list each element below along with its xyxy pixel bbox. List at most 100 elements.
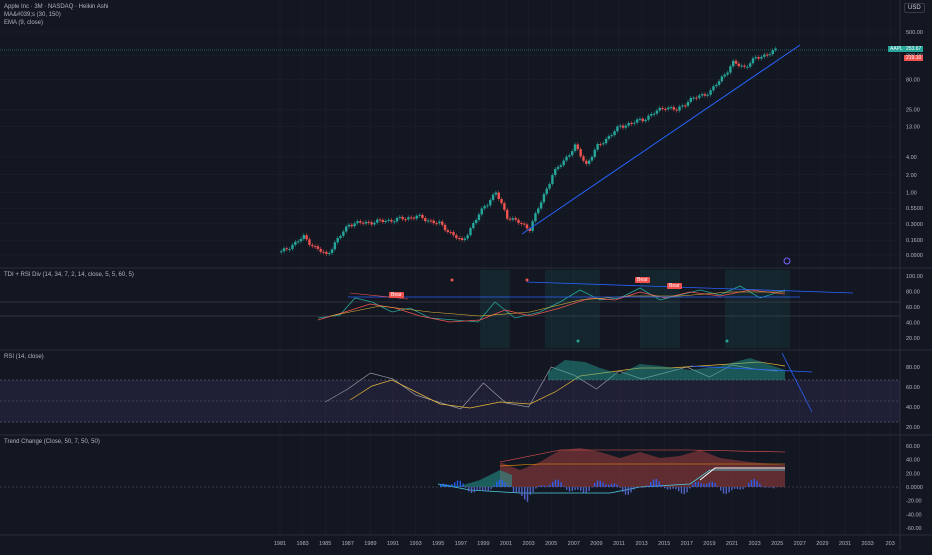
candle-body: [463, 238, 467, 240]
ema-legend[interactable]: EMA (9, close): [4, 20, 44, 26]
trend-bar: [728, 487, 730, 493]
candle-body: [596, 144, 599, 150]
candle-body: [534, 213, 537, 222]
candle-body: [556, 166, 560, 169]
candle-body: [409, 217, 413, 219]
candle-body: [703, 94, 707, 96]
candle-body: [517, 219, 520, 224]
candle-body: [514, 218, 517, 220]
candle-body: [726, 72, 729, 75]
candle-body: [616, 126, 619, 132]
candle-body: [627, 123, 630, 126]
candle-body: [565, 156, 568, 161]
rsi-label[interactable]: RSI (14, close): [4, 354, 44, 360]
trend-bar: [697, 481, 699, 487]
x-tick-label: 2017: [681, 541, 693, 547]
candle-body: [720, 76, 724, 82]
candle-body: [407, 217, 410, 220]
tdi-div-line-2: [526, 281, 854, 294]
candle-body: [573, 144, 577, 152]
candle-body: [491, 194, 495, 200]
candle-body: [698, 95, 701, 98]
x-tick-label: 2009: [590, 541, 602, 547]
candle-body: [508, 218, 512, 220]
price-tick-label: 0.1600: [906, 238, 923, 244]
rsi-pane[interactable]: [0, 352, 900, 423]
symbol-tag: AAPL: [888, 46, 905, 52]
candle-body: [658, 107, 661, 111]
trend-bar: [770, 487, 772, 488]
candle-body: [350, 224, 354, 227]
alert-icon[interactable]: [783, 257, 791, 265]
candle-body: [477, 214, 481, 220]
trend-bar: [703, 484, 705, 487]
candle-body: [542, 194, 546, 203]
candle-body: [291, 244, 294, 250]
candle-body: [621, 125, 625, 128]
candle-body: [599, 144, 602, 146]
candle-body: [520, 223, 523, 225]
price-pane[interactable]: [0, 44, 900, 265]
candle-body: [381, 220, 385, 223]
candle-body: [678, 106, 681, 111]
candles-group: [280, 46, 777, 257]
price-trendline[interactable]: [521, 44, 801, 235]
trend-bar: [647, 485, 649, 487]
price-tick-label: 4.00: [906, 155, 917, 161]
trend-label[interactable]: Trend Change (Close, 50, 7, 50, 50): [4, 439, 100, 445]
ma-legend[interactable]: MA&#039;s (30, 150): [4, 12, 61, 18]
rsi-ma-line: [349, 361, 786, 409]
candle-body: [424, 218, 427, 222]
trend-bar: [613, 483, 615, 487]
candle-body: [455, 235, 458, 239]
tdi-zone-4: [725, 270, 790, 348]
rsi-tick-label: 60.00: [906, 385, 920, 391]
trend-bar: [655, 478, 657, 487]
trend-bar: [476, 487, 478, 491]
trend-bar: [588, 487, 590, 491]
candle-body: [650, 113, 653, 116]
candle-body: [438, 221, 441, 224]
trend-bar: [459, 480, 461, 487]
price-tick-label: 2.00: [906, 173, 917, 179]
candle-body: [500, 198, 503, 204]
candle-body: [590, 156, 594, 161]
x-tick-label: 2011: [613, 541, 625, 547]
trend-pane[interactable]: [0, 448, 900, 502]
x-tick-label: 1993: [409, 541, 421, 547]
candle-body: [305, 235, 308, 240]
tdi-label[interactable]: TDI + RSI Div (14, 34, 7, 2, 14, close, …: [4, 272, 134, 278]
trend-bar: [454, 482, 456, 487]
candle-body: [669, 107, 673, 109]
trend-orange-line: [499, 463, 785, 467]
x-tick-label: 2019: [703, 541, 715, 547]
candle-body: [342, 231, 345, 236]
chart-title: Apple Inc · 3M · NASDAQ · Heikin Ashi: [4, 4, 109, 10]
trend-bar: [549, 484, 551, 487]
tdi-pane[interactable]: [0, 270, 900, 348]
candle-body: [712, 86, 715, 91]
trend-bar: [638, 487, 641, 488]
currency-button[interactable]: USD: [904, 3, 925, 13]
trend-bar: [599, 480, 601, 487]
trend-bar: [762, 486, 764, 488]
trend-bar: [510, 485, 512, 487]
trend-bar: [448, 484, 450, 487]
trend-bar: [515, 487, 517, 493]
trend-bar: [554, 479, 557, 487]
trend-tick-label: -40.00: [906, 512, 922, 518]
trend-bar: [664, 487, 666, 489]
trend-bar: [456, 480, 459, 487]
trend-bar: [546, 485, 548, 487]
candle-body: [387, 219, 390, 221]
candle-body: [635, 119, 639, 123]
trend-bar: [767, 487, 769, 488]
candle-body: [316, 246, 320, 249]
trend-bar: [594, 482, 596, 487]
candle-body: [299, 238, 303, 242]
x-tick-label: 2007: [568, 541, 580, 547]
candle-body: [415, 215, 418, 219]
tdi-dot-red-1: [450, 278, 454, 282]
trend-bar: [560, 482, 562, 487]
